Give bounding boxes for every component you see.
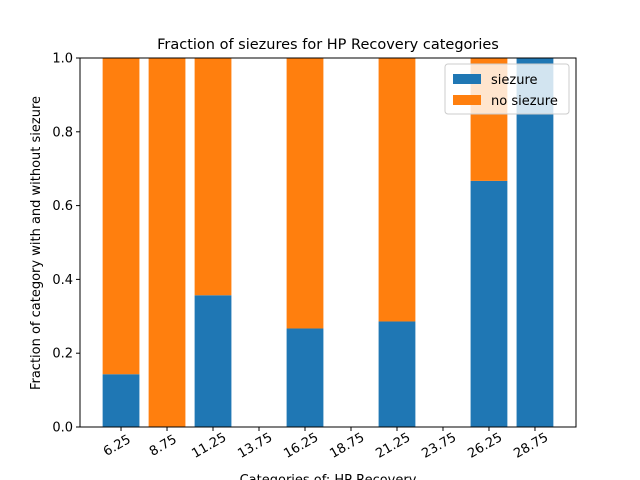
bar xyxy=(286,58,324,329)
bar xyxy=(194,295,232,427)
y-tick-label: 0.4 xyxy=(52,273,73,288)
legend-swatch xyxy=(453,95,481,105)
y-tick-label: 0.0 xyxy=(52,421,73,436)
legend-label: siezure xyxy=(491,73,538,88)
x-tick-label: 26.25 xyxy=(465,430,505,462)
y-tick-label: 0.6 xyxy=(52,199,73,214)
x-tick-label: 16.25 xyxy=(281,430,321,462)
bar xyxy=(102,374,140,427)
bar xyxy=(516,58,554,427)
plot-frame xyxy=(79,57,577,428)
x-tick-label: 6.25 xyxy=(101,432,134,459)
bar xyxy=(470,180,508,427)
x-tick-label: 28.75 xyxy=(511,430,551,462)
x-axis-label: Categories of: HP Recovery xyxy=(240,473,417,480)
bar xyxy=(148,58,186,427)
x-tick-label: 21.25 xyxy=(373,430,413,462)
legend-swatch xyxy=(453,74,481,84)
y-tick-label: 1.0 xyxy=(52,52,73,67)
y-axis-label: Fraction of category with and without si… xyxy=(29,96,44,390)
x-tick-label: 11.25 xyxy=(189,430,229,462)
bar xyxy=(378,58,416,322)
y-tick-label: 0.2 xyxy=(52,347,73,362)
legend-label: no siezure xyxy=(491,94,558,109)
bar xyxy=(286,328,324,427)
bar xyxy=(194,58,232,296)
x-tick-label: 8.75 xyxy=(147,432,180,459)
y-tick-label: 0.8 xyxy=(52,125,73,140)
x-tick-label: 23.75 xyxy=(419,430,459,462)
x-tick-label: 13.75 xyxy=(235,430,275,462)
x-tick-label: 18.75 xyxy=(327,430,367,462)
bar xyxy=(378,321,416,427)
chart-title: Fraction of siezures for HP Recovery cat… xyxy=(157,37,499,53)
bar xyxy=(102,58,140,375)
